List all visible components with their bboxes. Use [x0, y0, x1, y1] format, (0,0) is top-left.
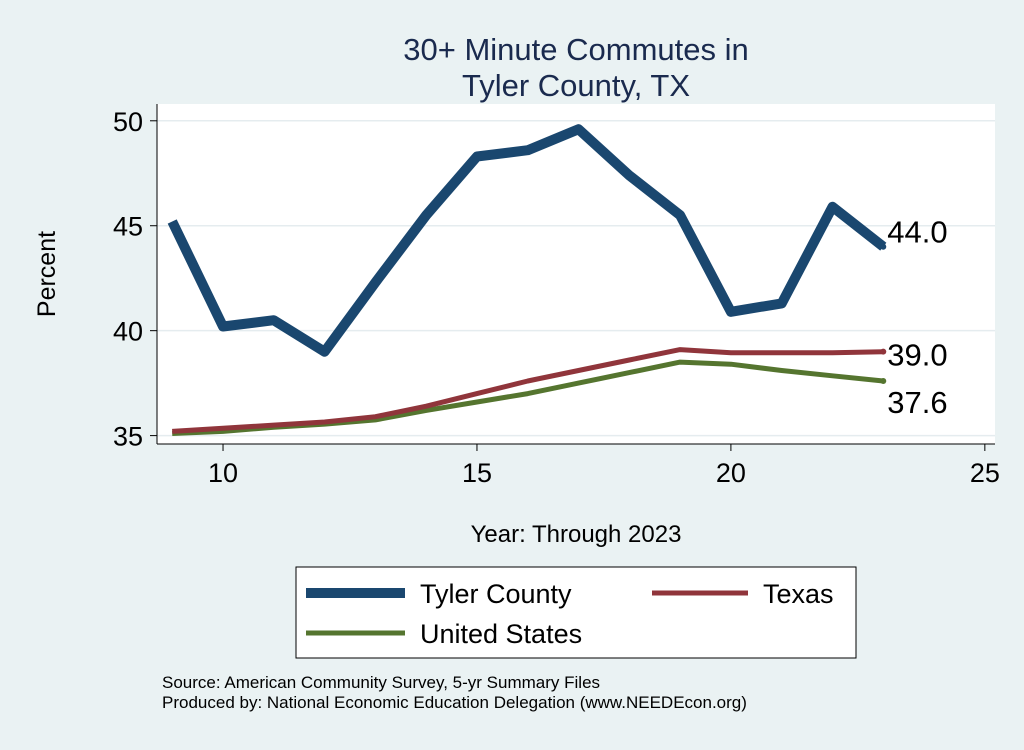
legend-label-tyler-county: Tyler County: [420, 579, 572, 609]
chart-title-line-1: 30+ Minute Commutes in: [403, 32, 748, 67]
x-tick-label: 15: [462, 458, 492, 488]
y-tick-label: 35: [113, 422, 143, 452]
series-line-texas: [172, 347, 884, 434]
legend: Tyler County Texas United States: [295, 566, 857, 659]
legend-label-texas: Texas: [763, 579, 834, 609]
end-label-texas: 39.0: [887, 338, 947, 373]
x-axis-label: Year: Through 2023: [471, 521, 682, 548]
end-label-tyler-county: 44.0: [887, 215, 947, 250]
plot-area: [157, 104, 995, 444]
source-note-line-2: Produced by: National Economic Education…: [162, 693, 747, 712]
y-tick-label: 50: [113, 107, 143, 137]
end-labels: 44.0 39.0 37.6: [887, 215, 947, 420]
y-axis-label: Percent: [33, 231, 61, 317]
legend-box: [295, 566, 857, 659]
series-endpoint-tyler-county: [880, 243, 887, 250]
series-endpoint-united-states: [880, 378, 887, 385]
x-tick-label: 10: [208, 458, 238, 488]
x-tick-label: 20: [716, 458, 746, 488]
series-lines: [167, 124, 887, 436]
y-tick-label: 45: [113, 212, 143, 242]
y-tick-label: 40: [113, 317, 143, 347]
end-label-united-states: 37.6: [887, 385, 947, 420]
chart-title-line-2: Tyler County, TX: [462, 68, 690, 103]
axis-ticks: 35 40 45 50 10 15 20 25: [113, 107, 1000, 488]
series-line-tyler-county: [167, 124, 887, 357]
series-endpoint-texas: [880, 348, 887, 355]
x-tick-label: 25: [970, 458, 1000, 488]
source-note-line-1: Source: American Community Survey, 5-yr …: [162, 673, 600, 692]
legend-label-united-states: United States: [420, 619, 582, 649]
